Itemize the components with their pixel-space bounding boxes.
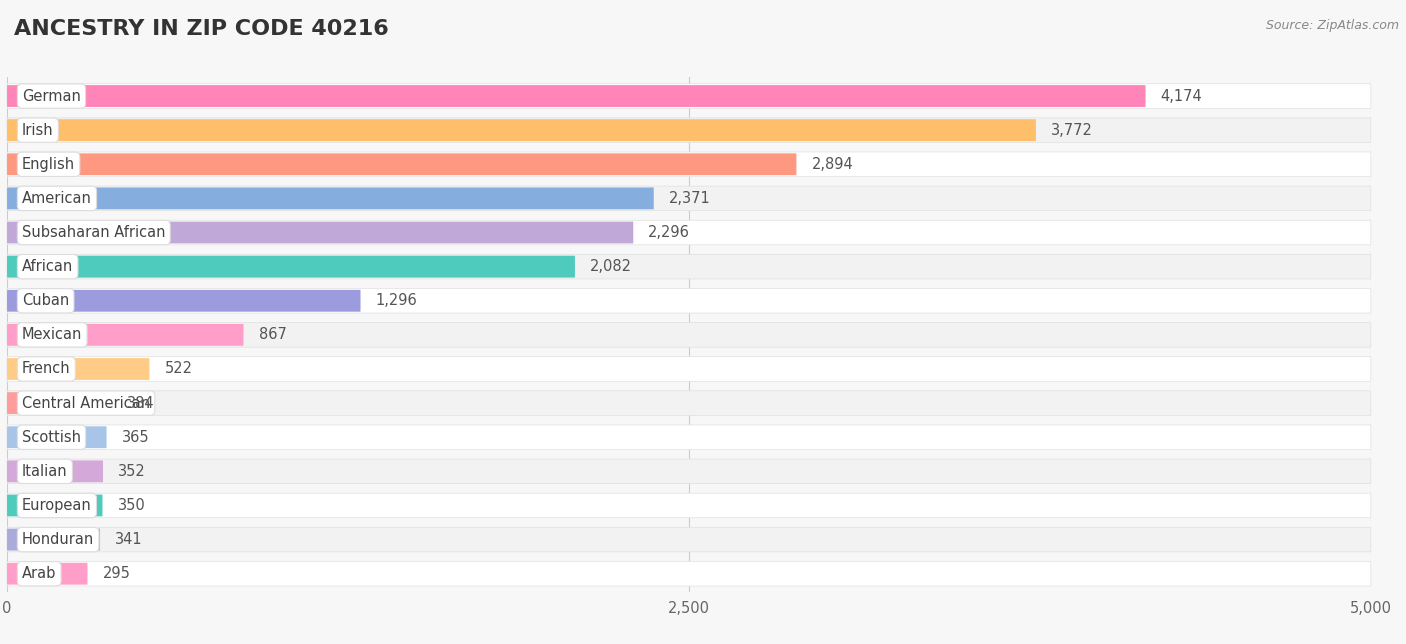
Text: Subsaharan African: Subsaharan African xyxy=(22,225,166,240)
FancyBboxPatch shape xyxy=(7,358,149,380)
Text: Arab: Arab xyxy=(22,566,56,582)
FancyBboxPatch shape xyxy=(7,85,1146,107)
Text: ANCESTRY IN ZIP CODE 40216: ANCESTRY IN ZIP CODE 40216 xyxy=(14,19,389,39)
Text: 341: 341 xyxy=(115,532,142,547)
FancyBboxPatch shape xyxy=(7,495,103,516)
FancyBboxPatch shape xyxy=(7,256,575,278)
FancyBboxPatch shape xyxy=(7,84,1371,108)
Text: 3,772: 3,772 xyxy=(1050,122,1092,138)
FancyBboxPatch shape xyxy=(7,529,100,551)
FancyBboxPatch shape xyxy=(7,153,796,175)
FancyBboxPatch shape xyxy=(7,493,1371,518)
FancyBboxPatch shape xyxy=(7,460,103,482)
Text: 2,894: 2,894 xyxy=(811,156,853,172)
Text: 522: 522 xyxy=(165,361,193,377)
FancyBboxPatch shape xyxy=(7,527,1371,552)
Text: 384: 384 xyxy=(127,395,155,411)
FancyBboxPatch shape xyxy=(7,563,87,585)
FancyBboxPatch shape xyxy=(7,426,107,448)
FancyBboxPatch shape xyxy=(7,324,243,346)
Text: 2,296: 2,296 xyxy=(648,225,690,240)
FancyBboxPatch shape xyxy=(7,391,1371,415)
Text: 867: 867 xyxy=(259,327,287,343)
FancyBboxPatch shape xyxy=(7,459,1371,484)
Text: 365: 365 xyxy=(121,430,149,445)
Text: French: French xyxy=(22,361,70,377)
FancyBboxPatch shape xyxy=(7,290,360,312)
Text: American: American xyxy=(22,191,91,206)
FancyBboxPatch shape xyxy=(7,289,1371,313)
FancyBboxPatch shape xyxy=(7,220,1371,245)
Text: Mexican: Mexican xyxy=(22,327,83,343)
FancyBboxPatch shape xyxy=(7,323,1371,347)
FancyBboxPatch shape xyxy=(7,254,1371,279)
Text: 1,296: 1,296 xyxy=(375,293,418,308)
Text: Cuban: Cuban xyxy=(22,293,69,308)
FancyBboxPatch shape xyxy=(7,152,1371,176)
Text: Source: ZipAtlas.com: Source: ZipAtlas.com xyxy=(1265,19,1399,32)
FancyBboxPatch shape xyxy=(7,186,1371,211)
Text: Italian: Italian xyxy=(22,464,67,479)
Text: African: African xyxy=(22,259,73,274)
Text: European: European xyxy=(22,498,91,513)
Text: 2,082: 2,082 xyxy=(591,259,631,274)
FancyBboxPatch shape xyxy=(7,562,1371,586)
FancyBboxPatch shape xyxy=(7,119,1036,141)
Text: 2,371: 2,371 xyxy=(669,191,710,206)
FancyBboxPatch shape xyxy=(7,392,111,414)
FancyBboxPatch shape xyxy=(7,118,1371,142)
Text: 352: 352 xyxy=(118,464,146,479)
FancyBboxPatch shape xyxy=(7,425,1371,450)
FancyBboxPatch shape xyxy=(7,222,633,243)
FancyBboxPatch shape xyxy=(7,187,654,209)
FancyBboxPatch shape xyxy=(7,357,1371,381)
Text: 350: 350 xyxy=(118,498,145,513)
Text: 295: 295 xyxy=(103,566,131,582)
Text: English: English xyxy=(22,156,75,172)
Text: 4,174: 4,174 xyxy=(1160,88,1202,104)
Text: Scottish: Scottish xyxy=(22,430,82,445)
Text: Honduran: Honduran xyxy=(22,532,94,547)
Text: Central American: Central American xyxy=(22,395,150,411)
Text: German: German xyxy=(22,88,82,104)
Text: Irish: Irish xyxy=(22,122,53,138)
